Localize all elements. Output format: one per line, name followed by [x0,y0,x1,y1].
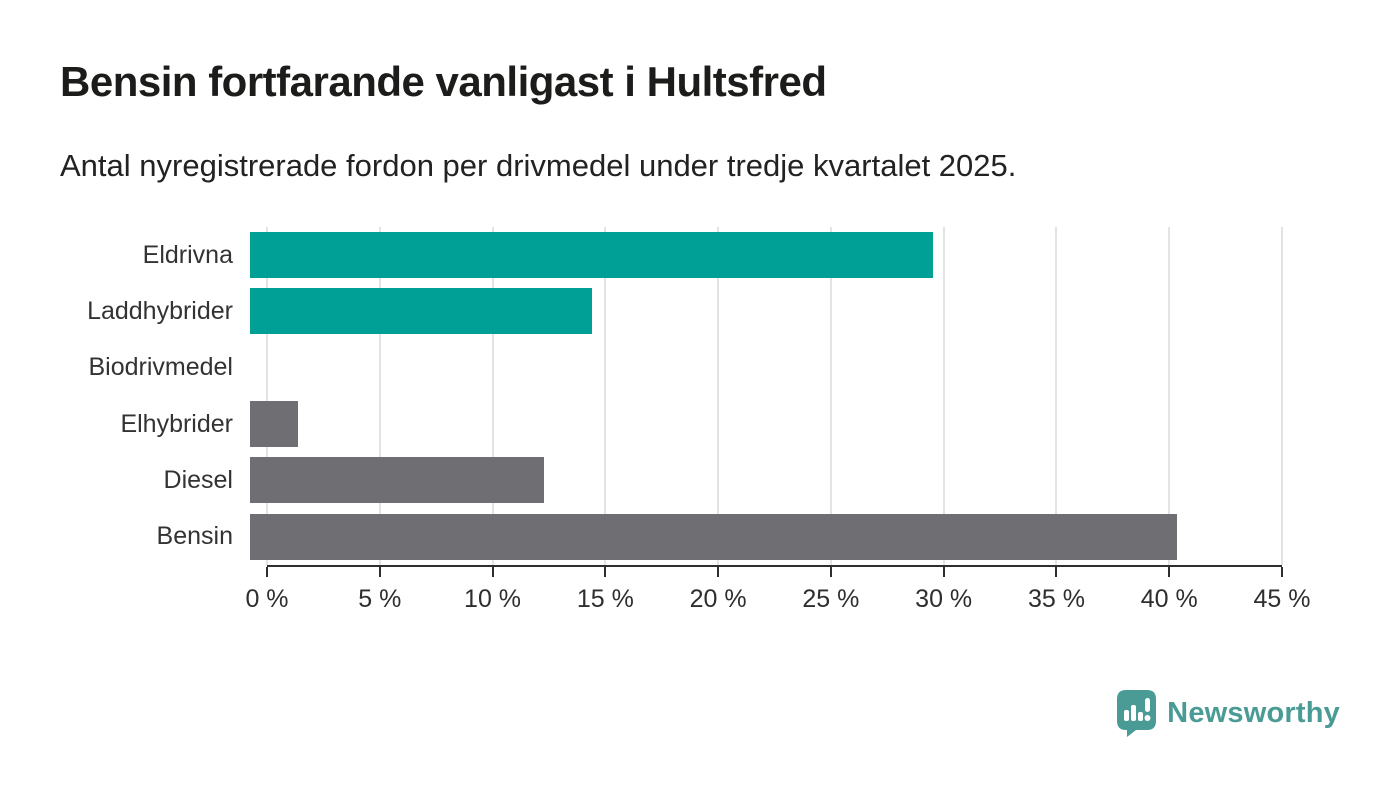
tick-label-15: 15 % [576,585,634,613]
bar-rows: Eldrivna Laddhybrider Biodrivmedel Elhybrid… [60,227,1282,565]
gridline-45 [1281,227,1283,565]
tick-label-30: 30 % [915,585,973,613]
bar-row: Bensin [60,509,1282,565]
chart-title: Bensin fortfarande vanligast i Hultsfred [60,58,827,105]
tick-label-0: 0 % [245,585,289,613]
gridline-0 [266,227,268,565]
bar-row: Eldrivna [60,227,1282,283]
tick-label-45: 45 % [1253,585,1311,613]
tick-mark-5 [378,567,381,577]
x-axis-line [267,565,1282,567]
tick-label-10: 10 % [464,585,522,613]
tick-mark-25 [829,567,832,577]
category-label: Biodrivmedel [88,353,233,382]
bar-elhybrider [250,401,299,448]
tick-mark-40 [1168,567,1171,577]
tick-mark-10 [491,567,494,577]
bar-track [250,345,1282,391]
bar-chart: Eldrivna Laddhybrider Biodrivmedel Elhybrid… [60,227,1310,613]
tick-label-20: 20 % [689,585,747,613]
category-label: Elhybrider [120,409,233,438]
gridlines [266,227,1283,565]
gridline-35 [1055,227,1058,565]
gridline-20 [717,227,720,565]
bar-track [250,457,1282,504]
bar-track [250,513,1282,560]
bar-row: Diesel [60,452,1282,508]
bar-row: Elhybrider [60,396,1282,452]
gridline-10 [491,227,494,565]
gridline-15 [604,227,607,565]
x-axis: 0 % 5 % 10 % 15 % 20 % 25 % 30 % 35 % 40 % 45 % [245,565,1310,625]
tick-mark-15 [604,567,607,577]
tick-label-25: 25 % [802,585,860,613]
bar-track [250,401,1282,448]
chart-subtitle: Antal nyregistrerade fordon per drivmede… [60,148,1017,183]
tick-mark-45 [1281,567,1283,577]
tick-mark-30 [942,567,945,577]
category-label: Eldrivna [142,240,233,269]
newsworthy-logo-icon [1117,690,1157,737]
tick-label-40: 40 % [1140,585,1198,613]
branding: Newsworthy [1116,690,1340,737]
tick-mark-20 [717,567,720,577]
category-label: Bensin [156,522,233,551]
gridline-5 [378,227,381,565]
bar-row: Laddhybrider [60,283,1282,339]
bar-laddhybrider [250,288,592,335]
bar-row: Biodrivmedel [60,340,1282,396]
plot-area: Eldrivna Laddhybrider Biodrivmedel Elhybrid… [60,227,1283,565]
tick-mark-0 [266,567,268,577]
newsworthy-logo-text: Newsworthy [1167,697,1340,729]
tick-label-35: 35 % [1027,585,1085,613]
gridline-30 [942,227,945,565]
gridline-25 [829,227,832,565]
bar-bensin [250,513,1177,560]
tick-mark-35 [1055,567,1058,577]
gridline-40 [1168,227,1171,565]
category-label: Diesel [163,465,233,494]
bar-eldrivna [250,232,934,279]
bar-track [250,288,1282,335]
tick-label-5: 5 % [358,585,402,613]
bar-track [250,232,1282,279]
bar-diesel [250,457,544,504]
category-label: Laddhybrider [87,296,233,325]
